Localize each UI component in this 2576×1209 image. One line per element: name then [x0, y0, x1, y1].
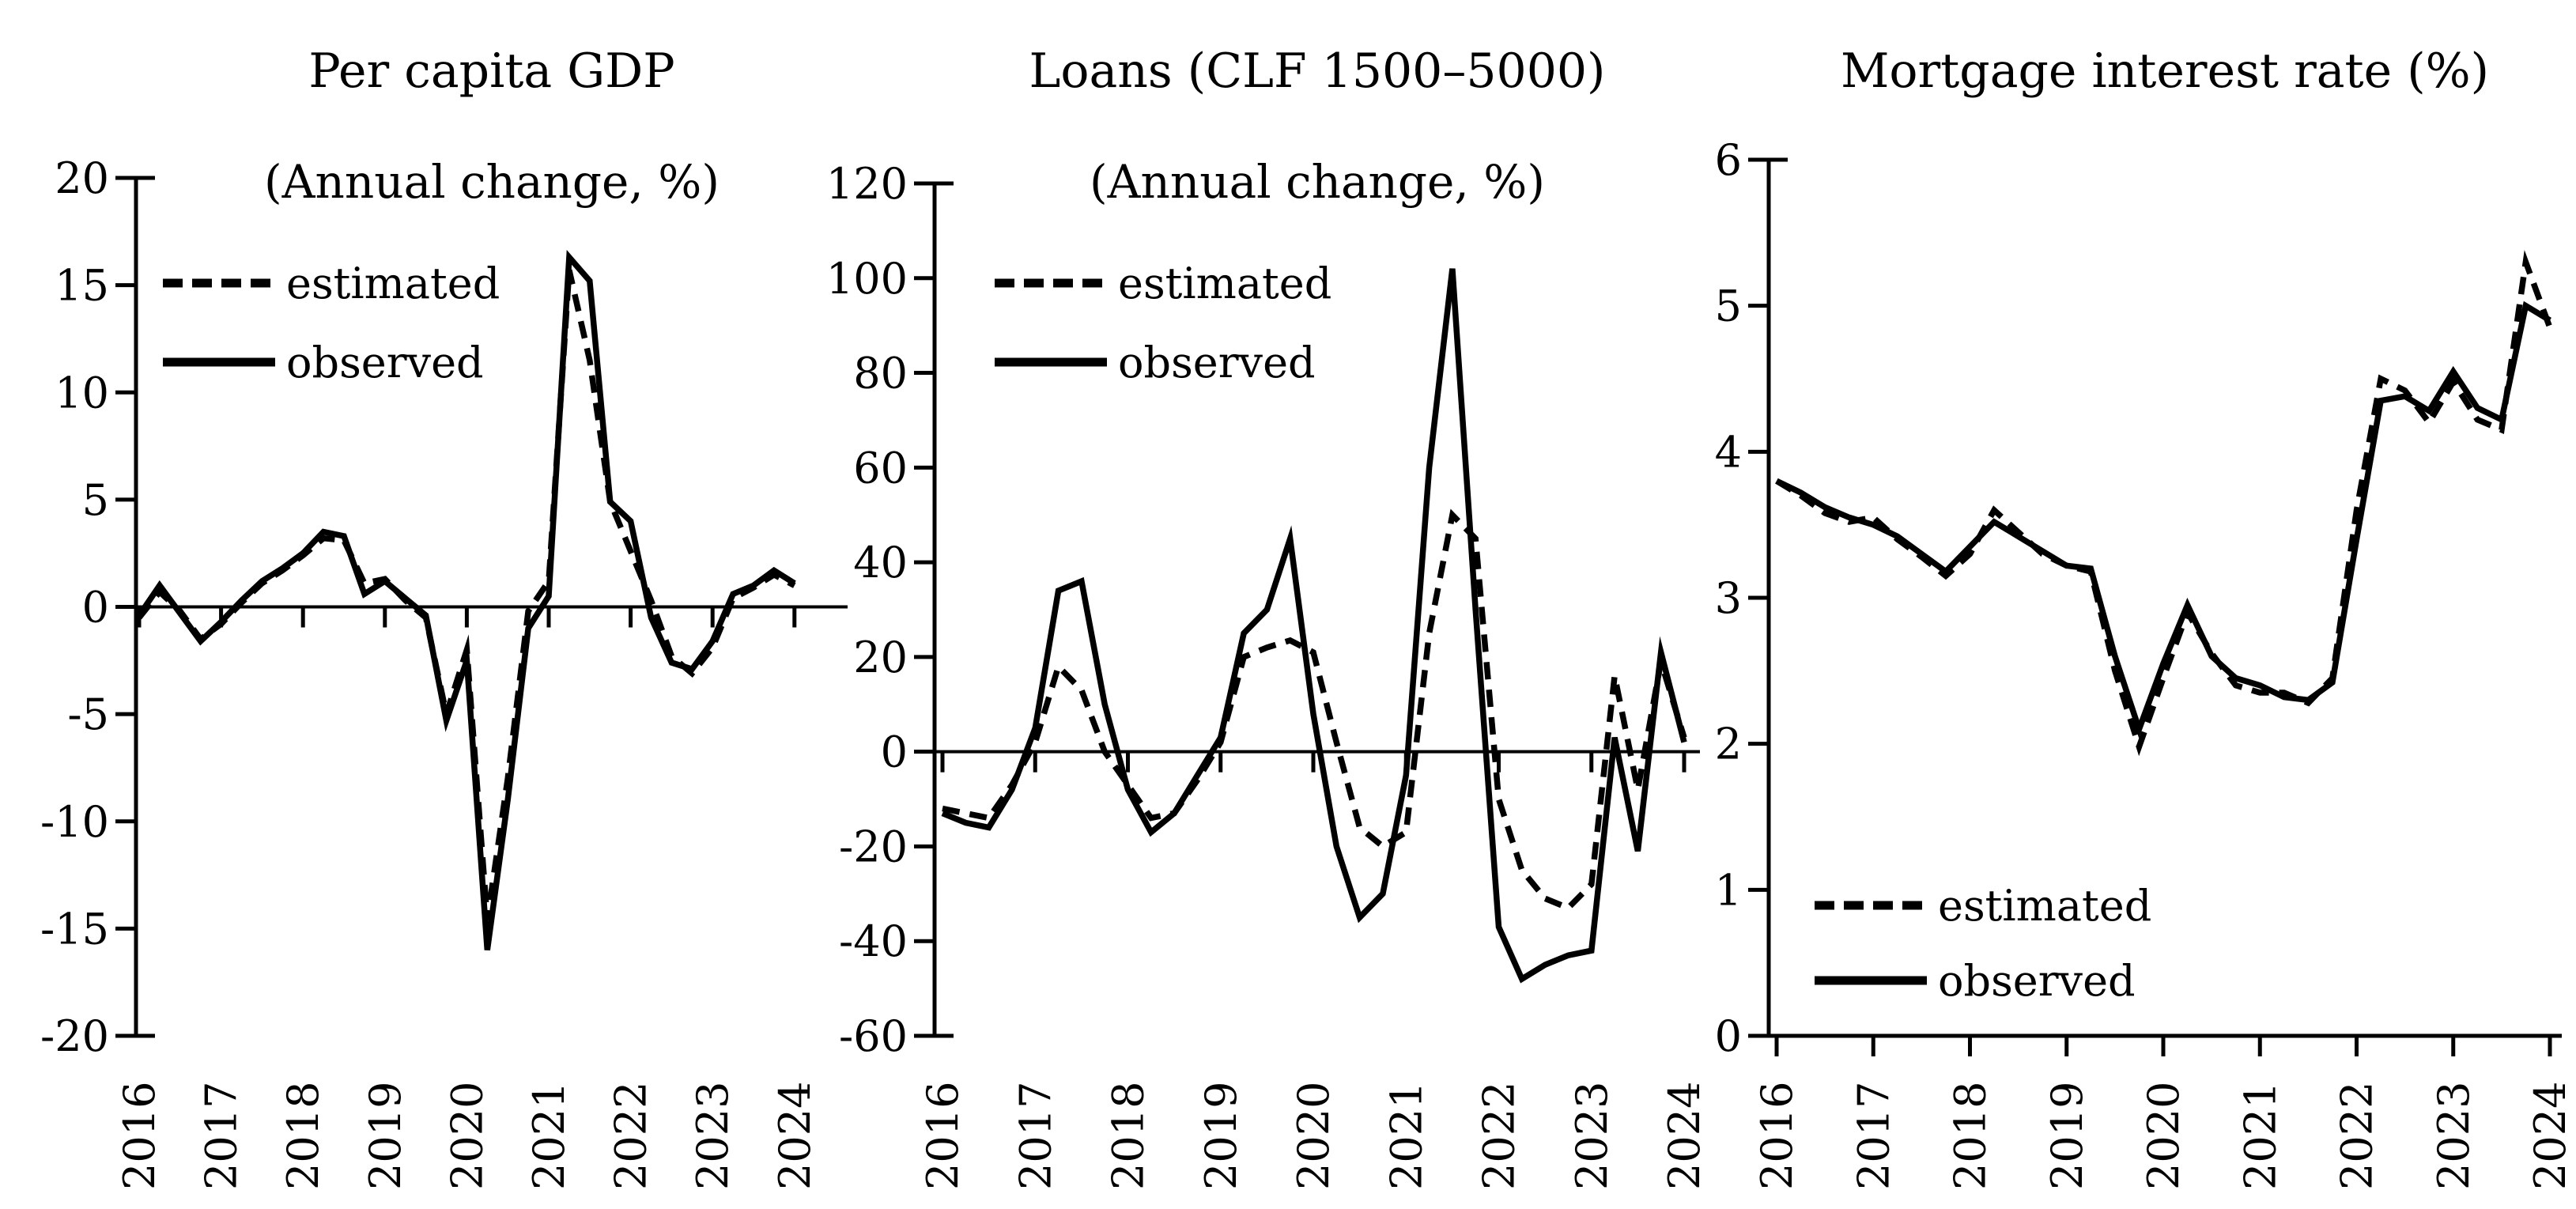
mortgage-title: Mortgage interest rate (%): [1841, 43, 2489, 99]
mortgage-x-tick-label: 2016: [1752, 1082, 1802, 1190]
gdp-x-tick-label: 2016: [115, 1082, 164, 1190]
mortgage-estimated-line: [1775, 250, 2553, 757]
gdp-x-tick-label: 2020: [442, 1082, 492, 1190]
gdp-subtitle: (Annual change, %): [264, 155, 720, 209]
mortgage-legend-observed-label: observed: [1938, 956, 2136, 1006]
mortgage-x-tick-label: 2020: [2139, 1082, 2189, 1190]
mortgage-observed-line: [1775, 300, 2551, 739]
gdp-y-tick-label: -15: [40, 904, 109, 954]
loans-estimated-line: [942, 508, 1687, 912]
loans-y-tick-label: 40: [853, 538, 908, 587]
mortgage-x-tick-label: 2024: [2525, 1082, 2575, 1190]
gdp-x-tick-label: 2017: [197, 1082, 247, 1190]
loans-y-tick-label: 80: [853, 349, 908, 399]
gdp-legend-observed-label: observed: [286, 338, 484, 387]
loans-series-lines: [941, 268, 1687, 984]
gdp-y-tick-label: -10: [40, 797, 109, 847]
gdp-x-tick-label: 2024: [770, 1082, 820, 1190]
gdp-y-tick-label: 20: [55, 153, 109, 203]
loans-title: Loans (CLF 1500–5000): [1029, 43, 1606, 99]
panel-gdp: Per capita GDP (Annual change, %) 20 15 10…: [40, 43, 848, 1190]
loans-x-tick-label: 2024: [1660, 1082, 1709, 1190]
loans-legend: estimated observed: [995, 259, 1331, 387]
gdp-x-tick-label: 2021: [524, 1082, 574, 1190]
loans-observed-line: [941, 268, 1687, 984]
mortgage-series-lines: [1775, 250, 2553, 757]
loans-x-tick-label: 2016: [918, 1082, 968, 1190]
mortgage-y-tick-label: 0: [1715, 1011, 1742, 1061]
mortgage-x-tick-label: 2023: [2429, 1082, 2479, 1190]
mortgage-x-tick-label: 2017: [1849, 1082, 1898, 1190]
loans-y-tick-label: 0: [881, 727, 908, 777]
loans-legend-estimated-label: estimated: [1118, 259, 1331, 308]
gdp-series-lines: [136, 250, 796, 951]
mortgage-x-tick-label: 2018: [1946, 1082, 1996, 1190]
mortgage-y-tick-label: 1: [1715, 865, 1742, 915]
loans-y-tick-label: 120: [826, 159, 908, 209]
panel-loans: Loans (CLF 1500–5000) (Annual change, %)…: [826, 43, 1709, 1190]
gdp-observed-line: [136, 250, 796, 951]
loans-y-tick-label: 20: [853, 633, 908, 682]
mortgage-x-tick-label: 2021: [2235, 1082, 2285, 1190]
loans-x-tick-label: 2020: [1289, 1082, 1339, 1190]
gdp-x-tick-label: 2023: [688, 1082, 738, 1190]
loans-x-tick-label: 2019: [1196, 1082, 1246, 1190]
gdp-y-tick-label: 5: [82, 475, 109, 525]
gdp-x-tick-label: 2022: [606, 1082, 656, 1190]
loans-x-tick-label: 2023: [1567, 1082, 1617, 1190]
loans-x-tick-label: 2018: [1104, 1082, 1154, 1190]
gdp-y-tick-label: 0: [82, 583, 109, 633]
mortgage-y-tick-label: 3: [1715, 573, 1742, 623]
mortgage-x-tick-label: 2022: [2332, 1082, 2382, 1190]
loans-y-tick-label: 60: [853, 443, 908, 493]
mortgage-y-tick-label: 6: [1715, 135, 1742, 185]
gdp-x-tick-label: 2018: [278, 1082, 328, 1190]
gdp-title: Per capita GDP: [308, 43, 674, 99]
mortgage-legend: estimated observed: [1815, 881, 2151, 1006]
mortgage-y-tick-label: 2: [1715, 720, 1742, 769]
loans-y-tick-label: 100: [826, 254, 908, 304]
gdp-y-tick-label: 15: [55, 261, 109, 311]
loans-y-tick-label: -40: [839, 916, 908, 966]
gdp-y-tick-label: -5: [67, 690, 109, 739]
mortgage-y-tick-label: 4: [1715, 427, 1742, 477]
gdp-y-tick-label: -20: [40, 1011, 109, 1061]
mortgage-x-tick-label: 2019: [2042, 1082, 2092, 1190]
loans-x-tick-label: 2022: [1475, 1082, 1524, 1190]
mortgage-y-tick-label: 5: [1715, 281, 1742, 331]
loans-legend-observed-label: observed: [1118, 338, 1316, 387]
loans-x-tick-label: 2017: [1010, 1082, 1060, 1190]
gdp-x-tick-label: 2019: [361, 1082, 410, 1190]
gdp-y-tick-label: 10: [55, 368, 109, 417]
gdp-legend-estimated-label: estimated: [286, 259, 500, 308]
loans-y-tick-label: -20: [839, 822, 908, 871]
mortgage-legend-estimated-label: estimated: [1938, 881, 2151, 931]
loans-subtitle: (Annual change, %): [1090, 155, 1545, 209]
loans-y-tick-label: -60: [839, 1011, 908, 1061]
loans-x-tick-label: 2021: [1381, 1082, 1431, 1190]
gdp-legend: estimated observed: [163, 259, 500, 387]
